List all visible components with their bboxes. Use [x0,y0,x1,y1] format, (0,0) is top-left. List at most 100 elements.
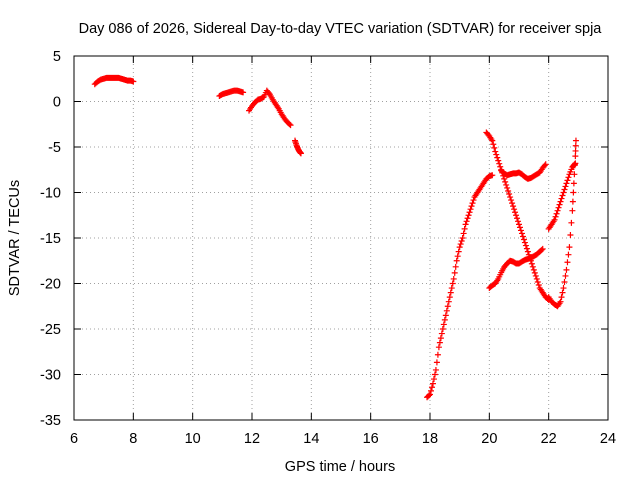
data-point [570,189,577,196]
data-point [557,198,564,205]
series-arc-d [292,137,304,157]
data-point [528,260,535,267]
data-point [444,303,451,310]
data-point [455,248,462,255]
data-point [570,180,577,187]
data-point [240,89,247,96]
data-point [538,246,545,253]
data-point [454,253,461,260]
data-point [524,248,531,255]
data-point [563,266,570,273]
chart-title: Day 086 of 2026, Sidereal Day-to-day VTE… [79,21,603,37]
data-point [563,180,570,187]
y-tick-label: -30 [40,368,61,384]
data-point [552,213,559,220]
data-point [513,212,520,219]
y-axis-tick-labels: 5 0 -5 -10 -15 -20 -25 -30 -35 [40,49,61,429]
y-tick-label: -5 [48,140,61,156]
data-point [489,137,496,144]
x-tick-label: 20 [481,431,497,447]
data-point [429,380,436,387]
data-point [568,219,575,226]
data-point [286,121,293,128]
data-point [459,235,466,241]
data-point [508,197,515,204]
data-point [512,209,519,216]
data-point [542,161,549,168]
x-axis-label: GPS time / hours [285,459,395,475]
data-point [465,212,472,219]
series-arc-g [486,245,546,292]
data-point [515,218,522,225]
x-tick-label: 24 [600,431,616,447]
data-point [427,391,433,398]
data-point [564,177,571,184]
data-point [430,376,437,383]
data-point [442,312,449,319]
data-point [560,285,567,292]
data-point [507,194,514,201]
data-point [496,160,503,167]
data-point [553,210,560,217]
data-point [562,272,569,279]
data-point [457,241,464,248]
data-point [461,225,468,232]
data-point [432,366,439,373]
data-point [518,230,525,237]
data-point [495,157,502,164]
data-point [559,192,566,199]
data-point [514,215,521,222]
data-point [572,153,579,160]
data-point [504,184,511,191]
data-point [460,230,467,237]
data-point [566,244,573,251]
data-point [564,259,571,266]
series-arc-a [91,74,137,88]
data-point [516,224,523,231]
data-point [502,178,509,185]
data-point [551,216,558,223]
data-point [449,280,456,287]
data-point [450,275,457,282]
data-point [265,90,272,97]
data-point [469,200,476,207]
data-point [464,215,471,222]
data-point [572,147,579,154]
data-point [510,203,517,210]
data-point [501,175,508,182]
data-point [426,392,433,399]
data-point [523,245,530,252]
axis-ticks [73,55,609,421]
series-arc-b [216,87,247,100]
data-point [497,163,504,170]
data-point [438,330,445,337]
data-point [441,316,448,323]
data-point [448,285,455,292]
data-point [571,171,578,178]
data-point [572,142,579,149]
data-point [569,198,576,205]
data-point [511,206,518,213]
data-point [529,263,536,270]
data-point [558,294,565,301]
data-point [520,236,527,243]
y-tick-label: -35 [40,413,61,429]
data-point [446,294,453,301]
data-point [561,186,568,193]
data-point [437,335,444,342]
data-point [519,233,526,240]
data-point [494,154,501,161]
x-tick-label: 16 [363,431,379,447]
data-point [130,78,137,85]
data-point [433,359,440,366]
data-points [91,74,579,401]
x-tick-label: 10 [185,431,201,447]
data-point [447,289,454,296]
y-tick-label: 5 [53,49,61,65]
data-point [468,203,475,210]
data-point [428,384,435,391]
data-point [427,387,434,394]
data-point [493,151,500,158]
data-point [434,351,441,358]
